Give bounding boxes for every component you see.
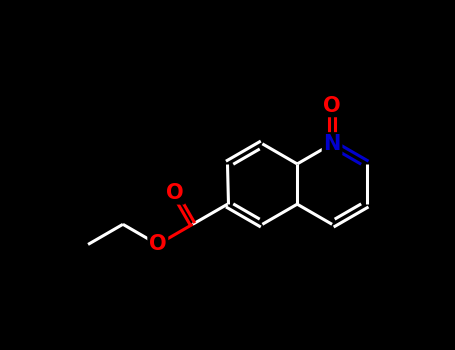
Text: O: O	[166, 183, 183, 203]
Text: O: O	[323, 96, 341, 116]
Text: N: N	[324, 134, 341, 154]
Text: O: O	[149, 234, 167, 254]
